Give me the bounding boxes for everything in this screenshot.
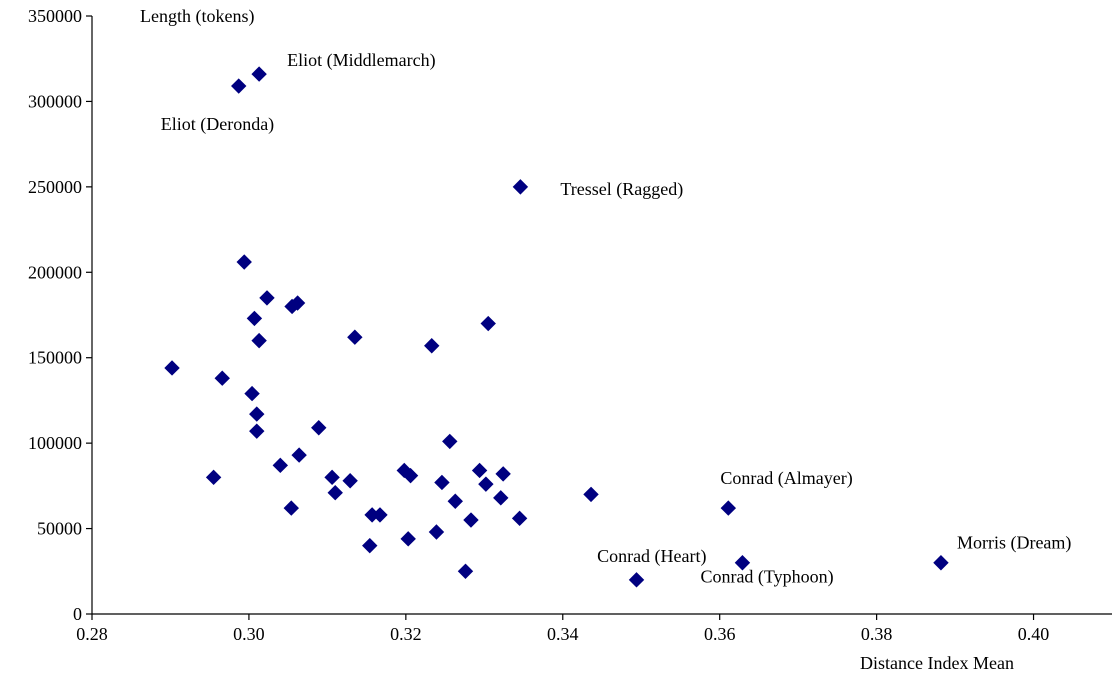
data-point <box>246 310 263 327</box>
data-point <box>457 563 474 579</box>
data-point <box>424 338 440 354</box>
data-point <box>480 315 496 332</box>
point-label: Eliot (Deronda) <box>161 114 274 135</box>
data-point <box>291 447 307 463</box>
x-ticks: 0.28 0.30 0.32 0.34 0.36 0.38 0.40 <box>76 614 1049 644</box>
data-point <box>362 537 378 554</box>
x-tick-label: 0.32 <box>390 624 422 644</box>
data-point <box>463 512 479 528</box>
data-points <box>164 66 949 588</box>
data-point <box>272 457 289 474</box>
data-point <box>249 406 265 422</box>
y-tick-label: 350000 <box>28 6 82 26</box>
data-point <box>442 433 458 450</box>
data-point <box>447 493 463 509</box>
data-point <box>311 420 327 436</box>
point-label: Tressel (Ragged) <box>560 179 683 200</box>
data-point <box>628 572 645 588</box>
point-label: Conrad (Typhoon) <box>700 567 833 588</box>
y-tick-label: 250000 <box>28 177 82 197</box>
y-axis-title: Length (tokens) <box>140 6 254 27</box>
data-point <box>283 500 299 516</box>
data-point <box>259 290 275 306</box>
data-point <box>734 555 751 571</box>
data-point <box>244 385 260 402</box>
point-label: Eliot (Middlemarch) <box>287 50 435 71</box>
y-tick-label: 0 <box>73 604 82 624</box>
data-point <box>205 469 222 486</box>
data-point <box>434 474 450 491</box>
data-point <box>249 423 265 439</box>
point-label: Conrad (Heart) <box>597 546 706 567</box>
data-point <box>231 78 247 94</box>
point-label: Conrad (Almayer) <box>720 468 852 489</box>
data-point <box>512 179 529 195</box>
data-point <box>164 360 180 376</box>
y-tick-label: 200000 <box>28 262 82 282</box>
data-point <box>214 370 230 386</box>
data-point <box>402 467 419 484</box>
data-point <box>933 555 949 571</box>
axes: 0 50000 100000 150000 200000 250000 300000 3500… <box>28 6 1112 644</box>
y-tick-label: 50000 <box>37 519 82 539</box>
x-tick-label: 0.28 <box>76 624 108 644</box>
x-tick-label: 0.30 <box>233 624 265 644</box>
x-tick-label: 0.38 <box>861 624 893 644</box>
data-point <box>583 486 599 503</box>
data-point <box>372 507 388 523</box>
data-point <box>471 462 488 479</box>
data-point <box>324 469 340 486</box>
data-point <box>493 490 509 506</box>
data-point <box>327 484 343 501</box>
x-axis-title: Distance Index Mean <box>860 653 1014 673</box>
x-tick-label: 0.40 <box>1018 624 1050 644</box>
data-point <box>289 295 306 311</box>
data-point <box>495 466 511 482</box>
x-tick-label: 0.36 <box>704 624 736 644</box>
data-point <box>428 524 445 540</box>
data-point <box>720 500 737 516</box>
point-label: Morris (Dream) <box>957 533 1071 554</box>
point-labels: Eliot (Middlemarch) Eliot (Deronda) Tresse… <box>161 50 1072 588</box>
data-point <box>478 476 494 492</box>
y-tick-label: 100000 <box>28 433 82 453</box>
data-point <box>400 531 416 547</box>
y-tick-label: 150000 <box>28 348 82 368</box>
x-tick-label: 0.34 <box>547 624 579 644</box>
data-point <box>347 329 363 345</box>
y-tick-label: 300000 <box>28 91 82 111</box>
y-ticks: 0 50000 100000 150000 200000 250000 300000 3500… <box>28 6 92 624</box>
data-point <box>236 254 252 270</box>
data-point <box>251 332 267 349</box>
data-point <box>251 66 267 82</box>
data-point <box>342 473 358 489</box>
data-point <box>511 510 528 527</box>
